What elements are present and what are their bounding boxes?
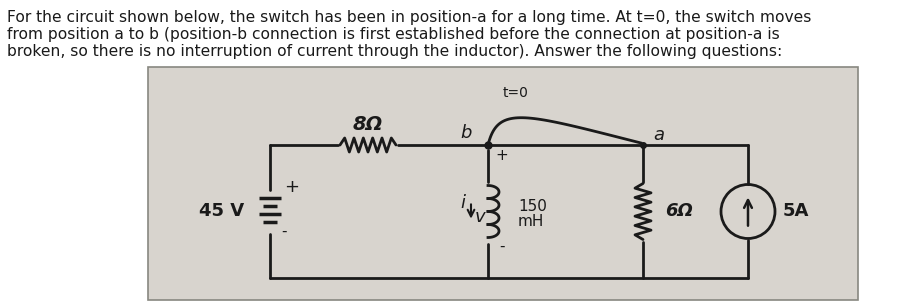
Text: 45 V: 45 V xyxy=(200,203,245,220)
Text: from position a to b (position-b connection is first established before the conn: from position a to b (position-b connect… xyxy=(7,27,780,42)
Text: t=0: t=0 xyxy=(503,86,529,100)
Text: +: + xyxy=(495,147,509,162)
Text: 150: 150 xyxy=(518,199,547,214)
Text: v: v xyxy=(474,208,485,226)
Text: 5A: 5A xyxy=(783,203,809,220)
Text: a: a xyxy=(654,126,665,144)
Text: +: + xyxy=(285,178,299,196)
Text: For the circuit shown below, the switch has been in position-a for a long time. : For the circuit shown below, the switch … xyxy=(7,10,812,25)
Text: 8Ω: 8Ω xyxy=(353,115,383,134)
Text: b: b xyxy=(461,124,472,142)
Text: -: - xyxy=(499,239,505,254)
Text: broken, so there is no interruption of current through the inductor). Answer the: broken, so there is no interruption of c… xyxy=(7,44,782,59)
FancyBboxPatch shape xyxy=(148,67,858,300)
Text: 6Ω: 6Ω xyxy=(665,203,693,220)
Text: -: - xyxy=(281,224,287,239)
Text: mH: mH xyxy=(518,214,544,229)
Text: i: i xyxy=(461,195,465,212)
